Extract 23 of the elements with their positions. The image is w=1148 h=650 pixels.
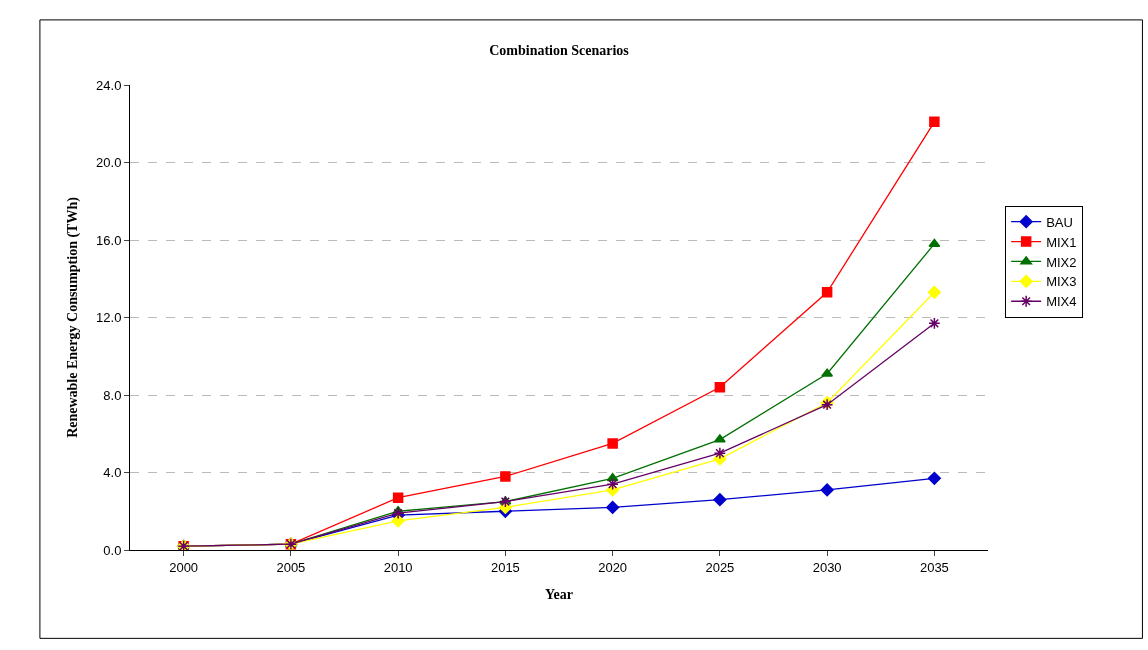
y-tick-label: 24.0 — [96, 77, 122, 93]
y-tick-label: 16.0 — [96, 232, 122, 248]
y-tick-label: 12.0 — [96, 310, 122, 326]
x-tick-label: 2010 — [383, 559, 413, 575]
x-tick-label: 2005 — [276, 559, 306, 575]
x-tick-label: 2020 — [598, 559, 628, 575]
y-tick-label: 4.0 — [103, 465, 122, 481]
legend-label: MIX1 — [1046, 234, 1077, 250]
x-tick-label: 2025 — [705, 559, 735, 575]
x-tick-label: 2030 — [812, 559, 842, 575]
legend-label: MIX2 — [1046, 254, 1077, 270]
y-tick-label: 0.0 — [103, 542, 122, 558]
y-tick-label: 20.0 — [96, 155, 122, 171]
legend-label: BAU — [1046, 214, 1073, 230]
legend-label: MIX4 — [1046, 294, 1077, 310]
x-tick-label: 2000 — [169, 559, 199, 575]
y-tick-label: 8.0 — [103, 387, 122, 403]
legend-label: MIX3 — [1046, 274, 1077, 290]
x-tick-label: 2015 — [490, 559, 520, 575]
x-axis-title: Year — [545, 586, 573, 602]
y-axis-title: Renewable Energy Consumption (TWh) — [64, 196, 81, 438]
x-tick-label: 2035 — [919, 559, 949, 575]
chart-title: Combination Scenarios — [489, 43, 630, 59]
